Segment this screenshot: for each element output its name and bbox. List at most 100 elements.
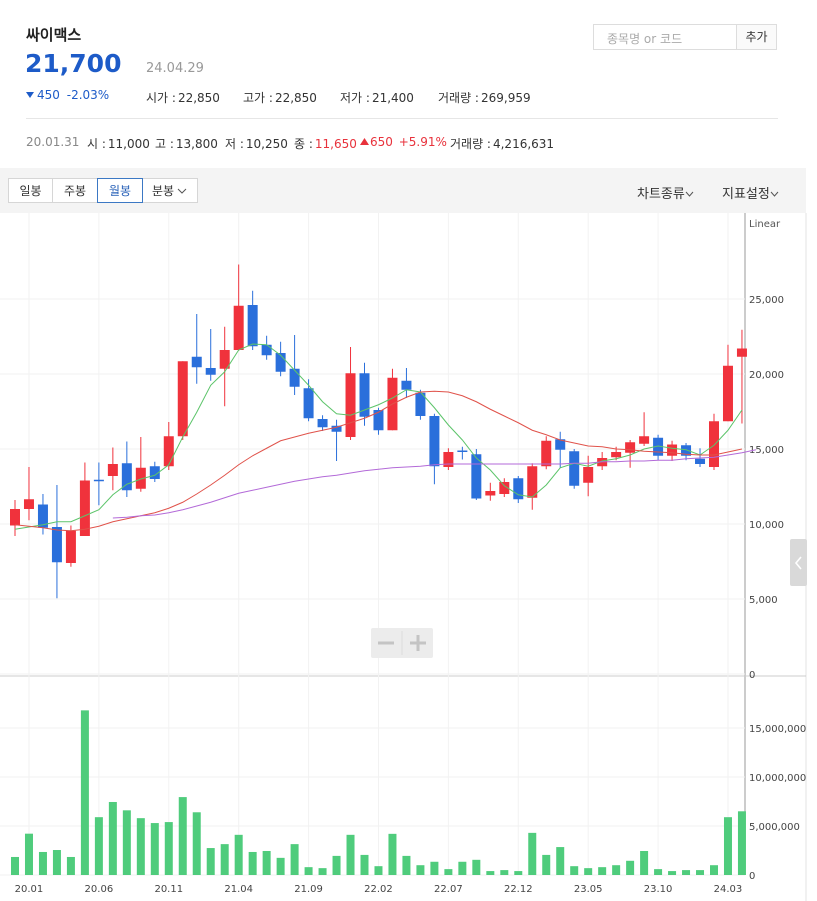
marks <box>10 264 757 875</box>
search-placeholder: 종목명 or 코드 <box>607 32 683 46</box>
stat: 저가 :21,400 <box>340 89 414 106</box>
volume-bar <box>192 812 201 875</box>
volume-bar <box>542 854 551 875</box>
chart: Linear 0 5,000 10,000 15,000 20,000 25,000 0 5,… <box>0 213 807 901</box>
change-value: 650 <box>370 135 393 149</box>
stat: 시가 :22,850 <box>146 89 220 106</box>
candle-body <box>261 344 272 356</box>
candle-body <box>695 458 706 464</box>
volume-bar <box>150 823 159 875</box>
stat-value: 10,250 <box>245 137 288 151</box>
candle-body <box>499 482 510 494</box>
y-tick-label: 5,000,000 <box>749 822 800 833</box>
candle-body <box>93 479 104 482</box>
candle-body <box>736 348 747 357</box>
info-stat: 고 :13,800 <box>155 135 218 152</box>
candle-body <box>191 356 202 368</box>
y-tick-label: 0 <box>749 670 755 681</box>
volume-bar <box>598 867 607 875</box>
stock-name: 싸이맥스 <box>26 26 82 44</box>
candle-body <box>541 440 552 467</box>
tab-label: 분봉 <box>152 184 175 198</box>
y-tick-label: 10,000 <box>749 520 784 531</box>
volume-bar <box>458 861 467 875</box>
volume-bar <box>626 860 635 875</box>
change-rate: +5.91% <box>398 135 447 149</box>
side-chevron <box>794 556 802 570</box>
volume-bar <box>248 851 257 875</box>
tab[interactable]: 주봉 <box>52 178 98 203</box>
stat-value: 269,959 <box>480 91 531 105</box>
candle-body <box>303 388 314 419</box>
tab[interactable]: 일봉 <box>8 178 53 203</box>
stat: 고가 :22,850 <box>243 89 317 106</box>
candle-body <box>625 442 636 453</box>
candle-body <box>569 451 580 486</box>
volume-bar <box>122 810 131 875</box>
volume-bar <box>640 850 649 875</box>
volume-bar <box>11 856 19 875</box>
stat-value: 13,800 <box>175 137 218 151</box>
volume-bar <box>318 868 327 875</box>
grid: 0 5,000 10,000 15,000 20,000 25,000 0 5,000,000… <box>0 213 806 895</box>
y-tick-label: 10,000,000 <box>749 773 806 784</box>
menu[interactable]: 차트종류 <box>637 183 694 202</box>
candle-body <box>359 373 370 417</box>
menu[interactable]: 지표설정 <box>722 183 779 202</box>
volume-bar <box>290 844 299 875</box>
volume-bar <box>164 822 173 875</box>
y-tick-label: 5,000 <box>749 595 778 606</box>
search-input[interactable]: 종목명 or 코드 <box>593 24 737 50</box>
candle-body <box>611 452 622 458</box>
stat-value: 11,650 <box>314 137 357 151</box>
volume-bar <box>430 861 439 875</box>
chevron <box>770 191 779 197</box>
candle-body <box>205 368 216 375</box>
add-button[interactable]: 추가 <box>736 24 777 50</box>
x-tick-label: 23.10 <box>644 884 673 895</box>
candle-body <box>415 392 426 416</box>
tab-active[interactable]: 월봉 <box>97 178 143 203</box>
tab[interactable]: 분봉 <box>142 178 198 203</box>
stat-label: 시 : <box>87 137 106 151</box>
volume-bar <box>710 865 718 875</box>
volume-bar <box>234 834 243 875</box>
zoom-in[interactable] <box>410 635 426 651</box>
change-value: 450 <box>37 88 60 102</box>
candle-body <box>65 530 76 563</box>
down-triangle <box>26 92 34 98</box>
x-tick-label: 24.03 <box>714 884 743 895</box>
volume-bar <box>668 871 677 875</box>
y-tick-label: 20,000 <box>749 370 784 381</box>
y-tick-label: 15,000,000 <box>749 724 806 735</box>
stat-label: 저가 : <box>340 91 370 105</box>
side-tab <box>790 539 807 586</box>
volume-bar <box>178 797 187 875</box>
candle-body <box>107 464 118 476</box>
candle-body <box>135 467 146 489</box>
divider <box>26 118 778 119</box>
candle-body <box>373 410 384 431</box>
candle-body <box>121 463 132 491</box>
moving-average-line <box>112 449 757 519</box>
stat-label: 거래량 : <box>438 91 479 105</box>
volume-bar <box>723 817 732 875</box>
candle-body <box>681 445 692 456</box>
volume-bar <box>514 871 523 875</box>
volume-bar <box>696 870 705 875</box>
volume-bar <box>262 850 271 875</box>
side-toggle[interactable] <box>790 539 807 586</box>
candle-body <box>722 365 733 422</box>
candle-body <box>457 450 468 452</box>
volume-bar <box>444 869 453 875</box>
volume-bar <box>360 854 369 875</box>
volume-bar <box>332 855 341 875</box>
change: 450 -2.03% <box>26 88 109 102</box>
price: 21,700 <box>25 49 122 78</box>
volume-bar <box>500 870 509 875</box>
volume-bar <box>108 801 117 875</box>
x-tick-label: 20.01 <box>15 884 44 895</box>
volume-bar <box>38 851 47 875</box>
x-tick-label: 20.11 <box>154 884 183 895</box>
